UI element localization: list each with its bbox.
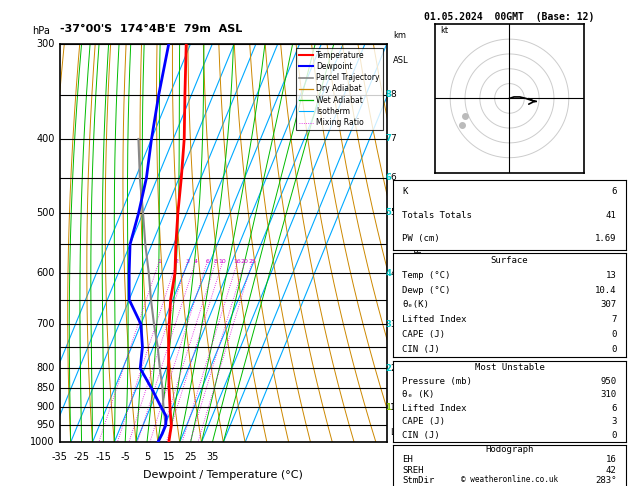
Text: CIN (J): CIN (J) <box>403 431 440 440</box>
Text: 8: 8 <box>385 90 391 99</box>
Text: -25: -25 <box>74 452 89 462</box>
Text: CAPE (J): CAPE (J) <box>403 417 445 426</box>
Text: CAPE (J): CAPE (J) <box>403 330 445 339</box>
Text: 1.69: 1.69 <box>595 234 616 243</box>
Text: 850: 850 <box>36 383 55 394</box>
Text: 25: 25 <box>184 452 197 462</box>
Text: 0: 0 <box>611 330 616 339</box>
Text: 5: 5 <box>390 208 396 217</box>
Text: ASL: ASL <box>393 56 409 65</box>
Text: 400: 400 <box>36 134 55 144</box>
Text: Dewp (°C): Dewp (°C) <box>403 286 451 295</box>
Text: 25: 25 <box>248 260 256 264</box>
Text: hPa: hPa <box>32 26 50 36</box>
Text: 4: 4 <box>385 269 391 278</box>
Text: 6: 6 <box>611 187 616 196</box>
Text: SREH: SREH <box>403 466 424 475</box>
Text: 307: 307 <box>601 300 616 310</box>
Text: 0: 0 <box>611 431 616 440</box>
Text: 500: 500 <box>36 208 55 218</box>
Text: 7: 7 <box>390 135 396 143</box>
Text: 13: 13 <box>606 271 616 279</box>
Text: 310: 310 <box>601 390 616 399</box>
Text: 16: 16 <box>606 455 616 465</box>
Text: 800: 800 <box>36 364 55 373</box>
Text: 7: 7 <box>611 315 616 324</box>
Text: 300: 300 <box>36 39 55 49</box>
Text: 42: 42 <box>606 466 616 475</box>
Text: 8: 8 <box>214 260 218 264</box>
Text: Surface: Surface <box>491 256 528 265</box>
Text: -15: -15 <box>96 452 111 462</box>
Text: 4: 4 <box>390 269 396 278</box>
Text: 16: 16 <box>233 260 242 264</box>
Text: -35: -35 <box>52 452 68 462</box>
Text: 600: 600 <box>36 268 55 278</box>
Text: CIN (J): CIN (J) <box>403 345 440 354</box>
Text: 20: 20 <box>241 260 248 264</box>
Text: © weatheronline.co.uk: © weatheronline.co.uk <box>461 474 558 484</box>
Text: Lifted Index: Lifted Index <box>403 404 467 413</box>
Text: 1000: 1000 <box>30 437 55 447</box>
Text: 1: 1 <box>385 403 391 412</box>
Text: 2: 2 <box>385 364 391 373</box>
Text: K: K <box>403 187 408 196</box>
Text: Temp (°C): Temp (°C) <box>403 271 451 279</box>
Text: 6: 6 <box>611 404 616 413</box>
Text: 3: 3 <box>186 260 189 264</box>
Text: -37°00'S  174°4B'E  79m  ASL: -37°00'S 174°4B'E 79m ASL <box>60 24 242 34</box>
Text: Lifted Index: Lifted Index <box>403 315 467 324</box>
Text: 6: 6 <box>385 174 391 182</box>
Text: -5: -5 <box>120 452 130 462</box>
Text: Pressure (mb): Pressure (mb) <box>403 377 472 385</box>
Text: 1: 1 <box>390 403 396 412</box>
Text: θₑ(K): θₑ(K) <box>403 300 430 310</box>
Text: 1: 1 <box>157 260 161 264</box>
Text: 7: 7 <box>385 135 391 143</box>
Text: StmDir: StmDir <box>403 476 435 485</box>
Text: 2: 2 <box>175 260 179 264</box>
Text: 10.4: 10.4 <box>595 286 616 295</box>
Text: 3: 3 <box>385 320 391 329</box>
Text: 4: 4 <box>194 260 198 264</box>
Text: 3: 3 <box>390 320 396 329</box>
Text: 5: 5 <box>144 452 150 462</box>
Text: 0: 0 <box>611 345 616 354</box>
Text: Hodograph: Hodograph <box>486 445 533 454</box>
Text: Most Unstable: Most Unstable <box>474 363 545 372</box>
Text: 900: 900 <box>36 402 55 413</box>
Text: 5: 5 <box>385 208 391 217</box>
Text: EH: EH <box>403 455 413 465</box>
Text: Totals Totals: Totals Totals <box>403 210 472 220</box>
Text: θₑ (K): θₑ (K) <box>403 390 435 399</box>
Text: 283°: 283° <box>595 476 616 485</box>
Text: Dewpoint / Temperature (°C): Dewpoint / Temperature (°C) <box>143 470 303 480</box>
Text: 950: 950 <box>36 420 55 430</box>
Text: 01.05.2024  00GMT  (Base: 12): 01.05.2024 00GMT (Base: 12) <box>425 12 594 22</box>
Text: 8: 8 <box>390 90 396 99</box>
Text: kt: kt <box>440 26 448 35</box>
Text: 6: 6 <box>390 174 396 182</box>
Text: 35: 35 <box>206 452 219 462</box>
Text: 3: 3 <box>611 417 616 426</box>
Text: Mixing Ratio (g/kg): Mixing Ratio (g/kg) <box>415 203 424 283</box>
Text: 15: 15 <box>162 452 175 462</box>
Text: km: km <box>393 31 406 40</box>
Text: 700: 700 <box>36 319 55 329</box>
Text: 10: 10 <box>219 260 226 264</box>
Legend: Temperature, Dewpoint, Parcel Trajectory, Dry Adiabat, Wet Adiabat, Isotherm, Mi: Temperature, Dewpoint, Parcel Trajectory… <box>296 48 383 130</box>
Text: PW (cm): PW (cm) <box>403 234 440 243</box>
Text: 2: 2 <box>390 364 396 373</box>
Text: 6: 6 <box>205 260 209 264</box>
Text: 950: 950 <box>601 377 616 385</box>
Text: LCL: LCL <box>390 428 405 437</box>
Text: 41: 41 <box>606 210 616 220</box>
